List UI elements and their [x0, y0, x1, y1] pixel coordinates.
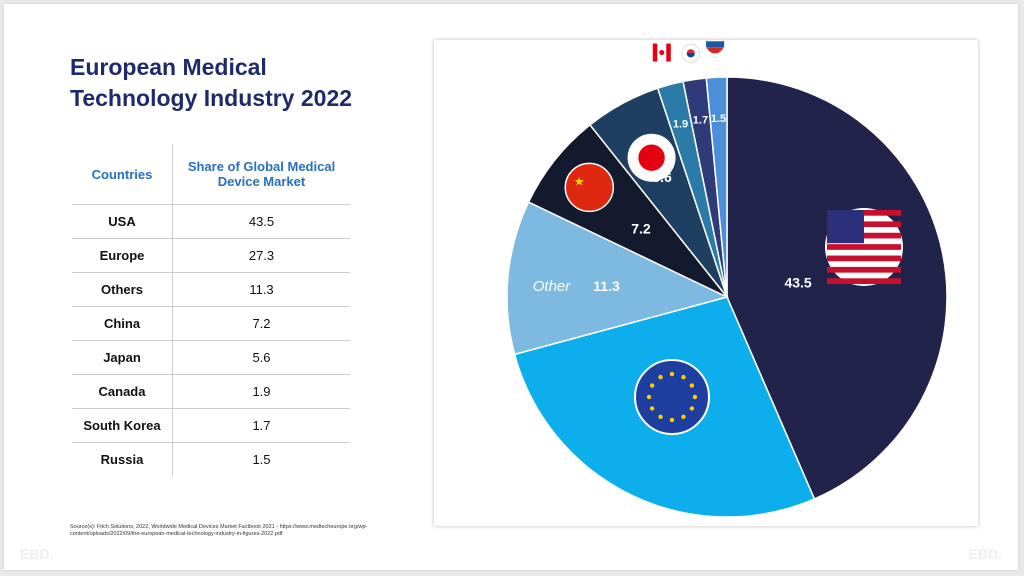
country-cell: Japan [72, 340, 173, 375]
share-cell: 11.3 [172, 272, 350, 307]
watermark-left: EBD. [20, 546, 54, 562]
table-row: Canada 1.9 [72, 374, 350, 409]
country-cell: China [72, 306, 173, 341]
table-row: USA 43.5 [72, 204, 350, 239]
watermark-right: EBD. [968, 546, 1002, 562]
country-cell: Others [72, 272, 173, 307]
japan-flag-icon [627, 133, 676, 182]
share-cell: 1.9 [172, 374, 350, 409]
us-flag-icon [825, 208, 903, 286]
china-flag-icon: ★ [564, 162, 615, 213]
table-row: Russia 1.5 [72, 442, 350, 476]
russia-flag-icon [705, 34, 725, 54]
share-cell: 1.5 [252, 452, 271, 467]
canada-flag-icon [652, 43, 671, 62]
eu-flag-icon [634, 359, 710, 435]
table-row: Japan 5.6 [72, 340, 350, 375]
share-cell: 27.3 [172, 238, 350, 273]
slice-label: 1.5 [711, 113, 726, 125]
other-label: Other [533, 278, 572, 295]
header-countries: Countries [72, 144, 173, 205]
header-share: Share of Global Medical Device Market [172, 144, 350, 205]
table-row: Others 11.3 [72, 272, 350, 307]
svg-text:★: ★ [574, 174, 585, 188]
source-note: Source(s): Fitch Solutions, 2022, Worldw… [70, 524, 368, 537]
slice-label: 7.2 [631, 220, 651, 236]
table-row: South Korea 1.7 [72, 408, 350, 443]
slice-label: 1.9 [673, 119, 688, 131]
slice-label: 11.3 [593, 278, 620, 294]
share-cell: 1.7 [172, 408, 350, 443]
slice-label: 43.5 [784, 274, 811, 290]
page-title: European Medical Technology Industry 202… [70, 54, 353, 111]
pie-slice-others [506, 201, 730, 356]
country-cell: Russia [72, 442, 173, 476]
table-row: China 7.2 [72, 306, 350, 341]
slice-label: 1.7 [693, 115, 708, 127]
share-cell: 7.2 [172, 306, 350, 341]
country-cell: USA [72, 204, 173, 239]
south-korea-flag-icon [681, 43, 701, 63]
share-cell: 43.5 [172, 204, 350, 239]
country-cell: Europe [72, 238, 173, 273]
market-share-table: Countries Share of Global Medical Device … [72, 144, 350, 476]
pie-slice-russia [705, 76, 728, 298]
country-cell: Canada [72, 374, 173, 409]
country-cell: South Korea [72, 408, 173, 443]
share-cell: 5.6 [172, 340, 350, 375]
table-row: Europe 27.3 [72, 238, 350, 273]
pie-slice-usa [726, 76, 948, 500]
